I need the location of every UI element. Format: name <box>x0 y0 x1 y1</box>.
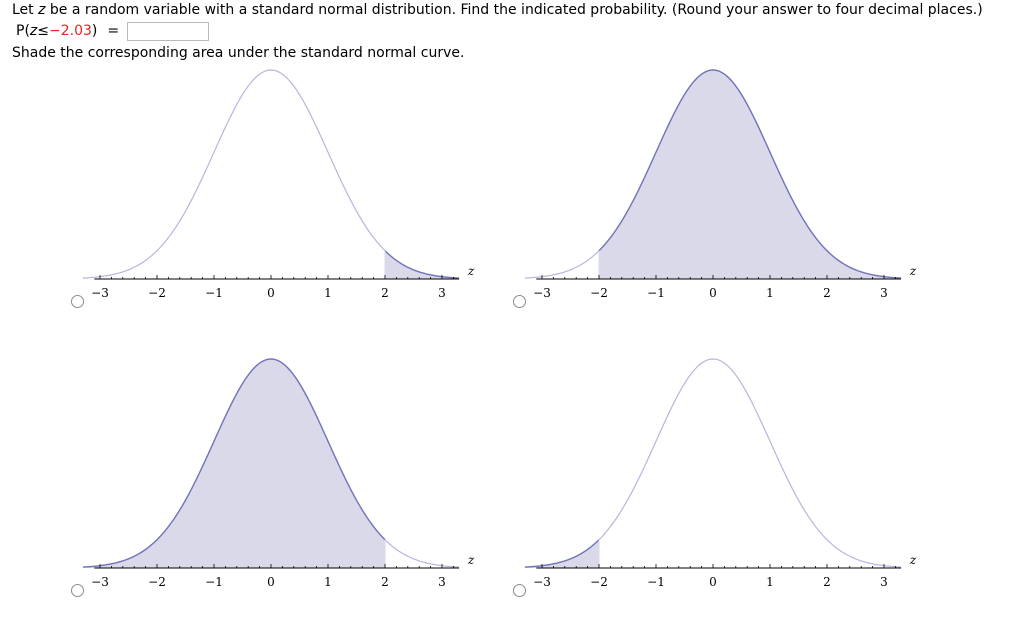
axis-name-z: z <box>909 553 917 567</box>
instruction-text: Shade the corresponding area under the s… <box>12 45 465 61</box>
prob-relation: ≤ <box>37 23 49 39</box>
normal-curve-light <box>524 250 600 279</box>
shaded-area <box>82 359 386 568</box>
question-part2: be a random variable with a standard nor… <box>45 2 983 18</box>
shaded-area <box>599 70 902 279</box>
normal-curve-light <box>82 69 386 279</box>
option-d-normal-curve-graph: −3 −2 −1 0 1 2 3 z <box>524 358 917 589</box>
tick-label-0: 0 <box>709 575 717 589</box>
normal-curve-dark <box>524 539 600 568</box>
option-b-normal-curve-graph: −3 −2 −1 0 1 2 3 z <box>524 69 917 300</box>
normal-curve-light <box>598 358 902 568</box>
shaded-area <box>385 250 460 279</box>
option-a-radio[interactable] <box>71 295 84 308</box>
tick-label-1: 1 <box>766 286 774 300</box>
question-part1: Let <box>12 2 39 18</box>
graph-option-a[interactable]: −3 −2 −1 0 1 2 3 z <box>70 60 490 330</box>
axis-name-z: z <box>909 264 917 278</box>
option-c-normal-curve-graph: −3 −2 −1 0 1 2 3 z <box>82 358 475 589</box>
tick-label-neg2: −2 <box>590 575 608 589</box>
tick-label-1: 1 <box>324 286 332 300</box>
tick-label-neg2: −2 <box>148 286 166 300</box>
prob-variable: z <box>29 23 38 39</box>
tick-label-3: 3 <box>880 575 888 589</box>
tick-label-neg3: −3 <box>533 575 551 589</box>
probability-expression: P(z ≤ −2.03) = <box>16 20 210 42</box>
tick-label-neg3: −3 <box>91 286 109 300</box>
tick-label-neg2: −2 <box>590 286 608 300</box>
axis-name-z: z <box>467 553 475 567</box>
normal-curve-dark <box>82 358 386 568</box>
tick-label-3: 3 <box>880 286 888 300</box>
normal-curve-dark <box>384 250 460 279</box>
axis-name-z: z <box>467 264 475 278</box>
question-text: Let z be a random variable with a standa… <box>12 1 983 19</box>
tick-label-2: 2 <box>823 286 831 300</box>
answer-input[interactable] <box>127 21 210 41</box>
tick-label-2: 2 <box>823 575 831 589</box>
tick-label-0: 0 <box>709 286 717 300</box>
prob-value: −2.03 <box>49 23 92 39</box>
tick-label-0: 0 <box>267 575 275 589</box>
question-variable: z <box>38 2 46 18</box>
prob-equals: = <box>107 23 120 39</box>
prob-p-label: P( <box>16 23 30 39</box>
tick-label-neg3: −3 <box>91 575 109 589</box>
prob-close: ) <box>91 23 98 39</box>
tick-label-2: 2 <box>381 286 389 300</box>
tick-label-neg1: −1 <box>205 575 223 589</box>
tick-label-neg3: −3 <box>533 286 551 300</box>
graph-option-b[interactable]: −3 −2 −1 0 1 2 3 z <box>512 60 932 330</box>
tick-label-2: 2 <box>381 575 389 589</box>
tick-label-3: 3 <box>438 575 446 589</box>
tick-label-0: 0 <box>267 286 275 300</box>
shaded-area <box>524 539 599 568</box>
tick-label-3: 3 <box>438 286 446 300</box>
option-a-normal-curve-graph: −3 −2 −1 0 1 2 3 z <box>82 69 475 300</box>
option-b-radio[interactable] <box>513 295 526 308</box>
normal-curve-light <box>384 539 460 568</box>
tick-label-neg2: −2 <box>148 575 166 589</box>
tick-label-neg1: −1 <box>647 575 665 589</box>
tick-label-neg1: −1 <box>647 286 665 300</box>
tick-label-1: 1 <box>324 575 332 589</box>
graph-option-d[interactable]: −3 −2 −1 0 1 2 3 z <box>512 349 932 619</box>
normal-curve-dark <box>598 69 902 279</box>
tick-label-neg1: −1 <box>205 286 223 300</box>
tick-label-1: 1 <box>766 575 774 589</box>
graph-option-c[interactable]: −3 −2 −1 0 1 2 3 z <box>70 349 490 619</box>
